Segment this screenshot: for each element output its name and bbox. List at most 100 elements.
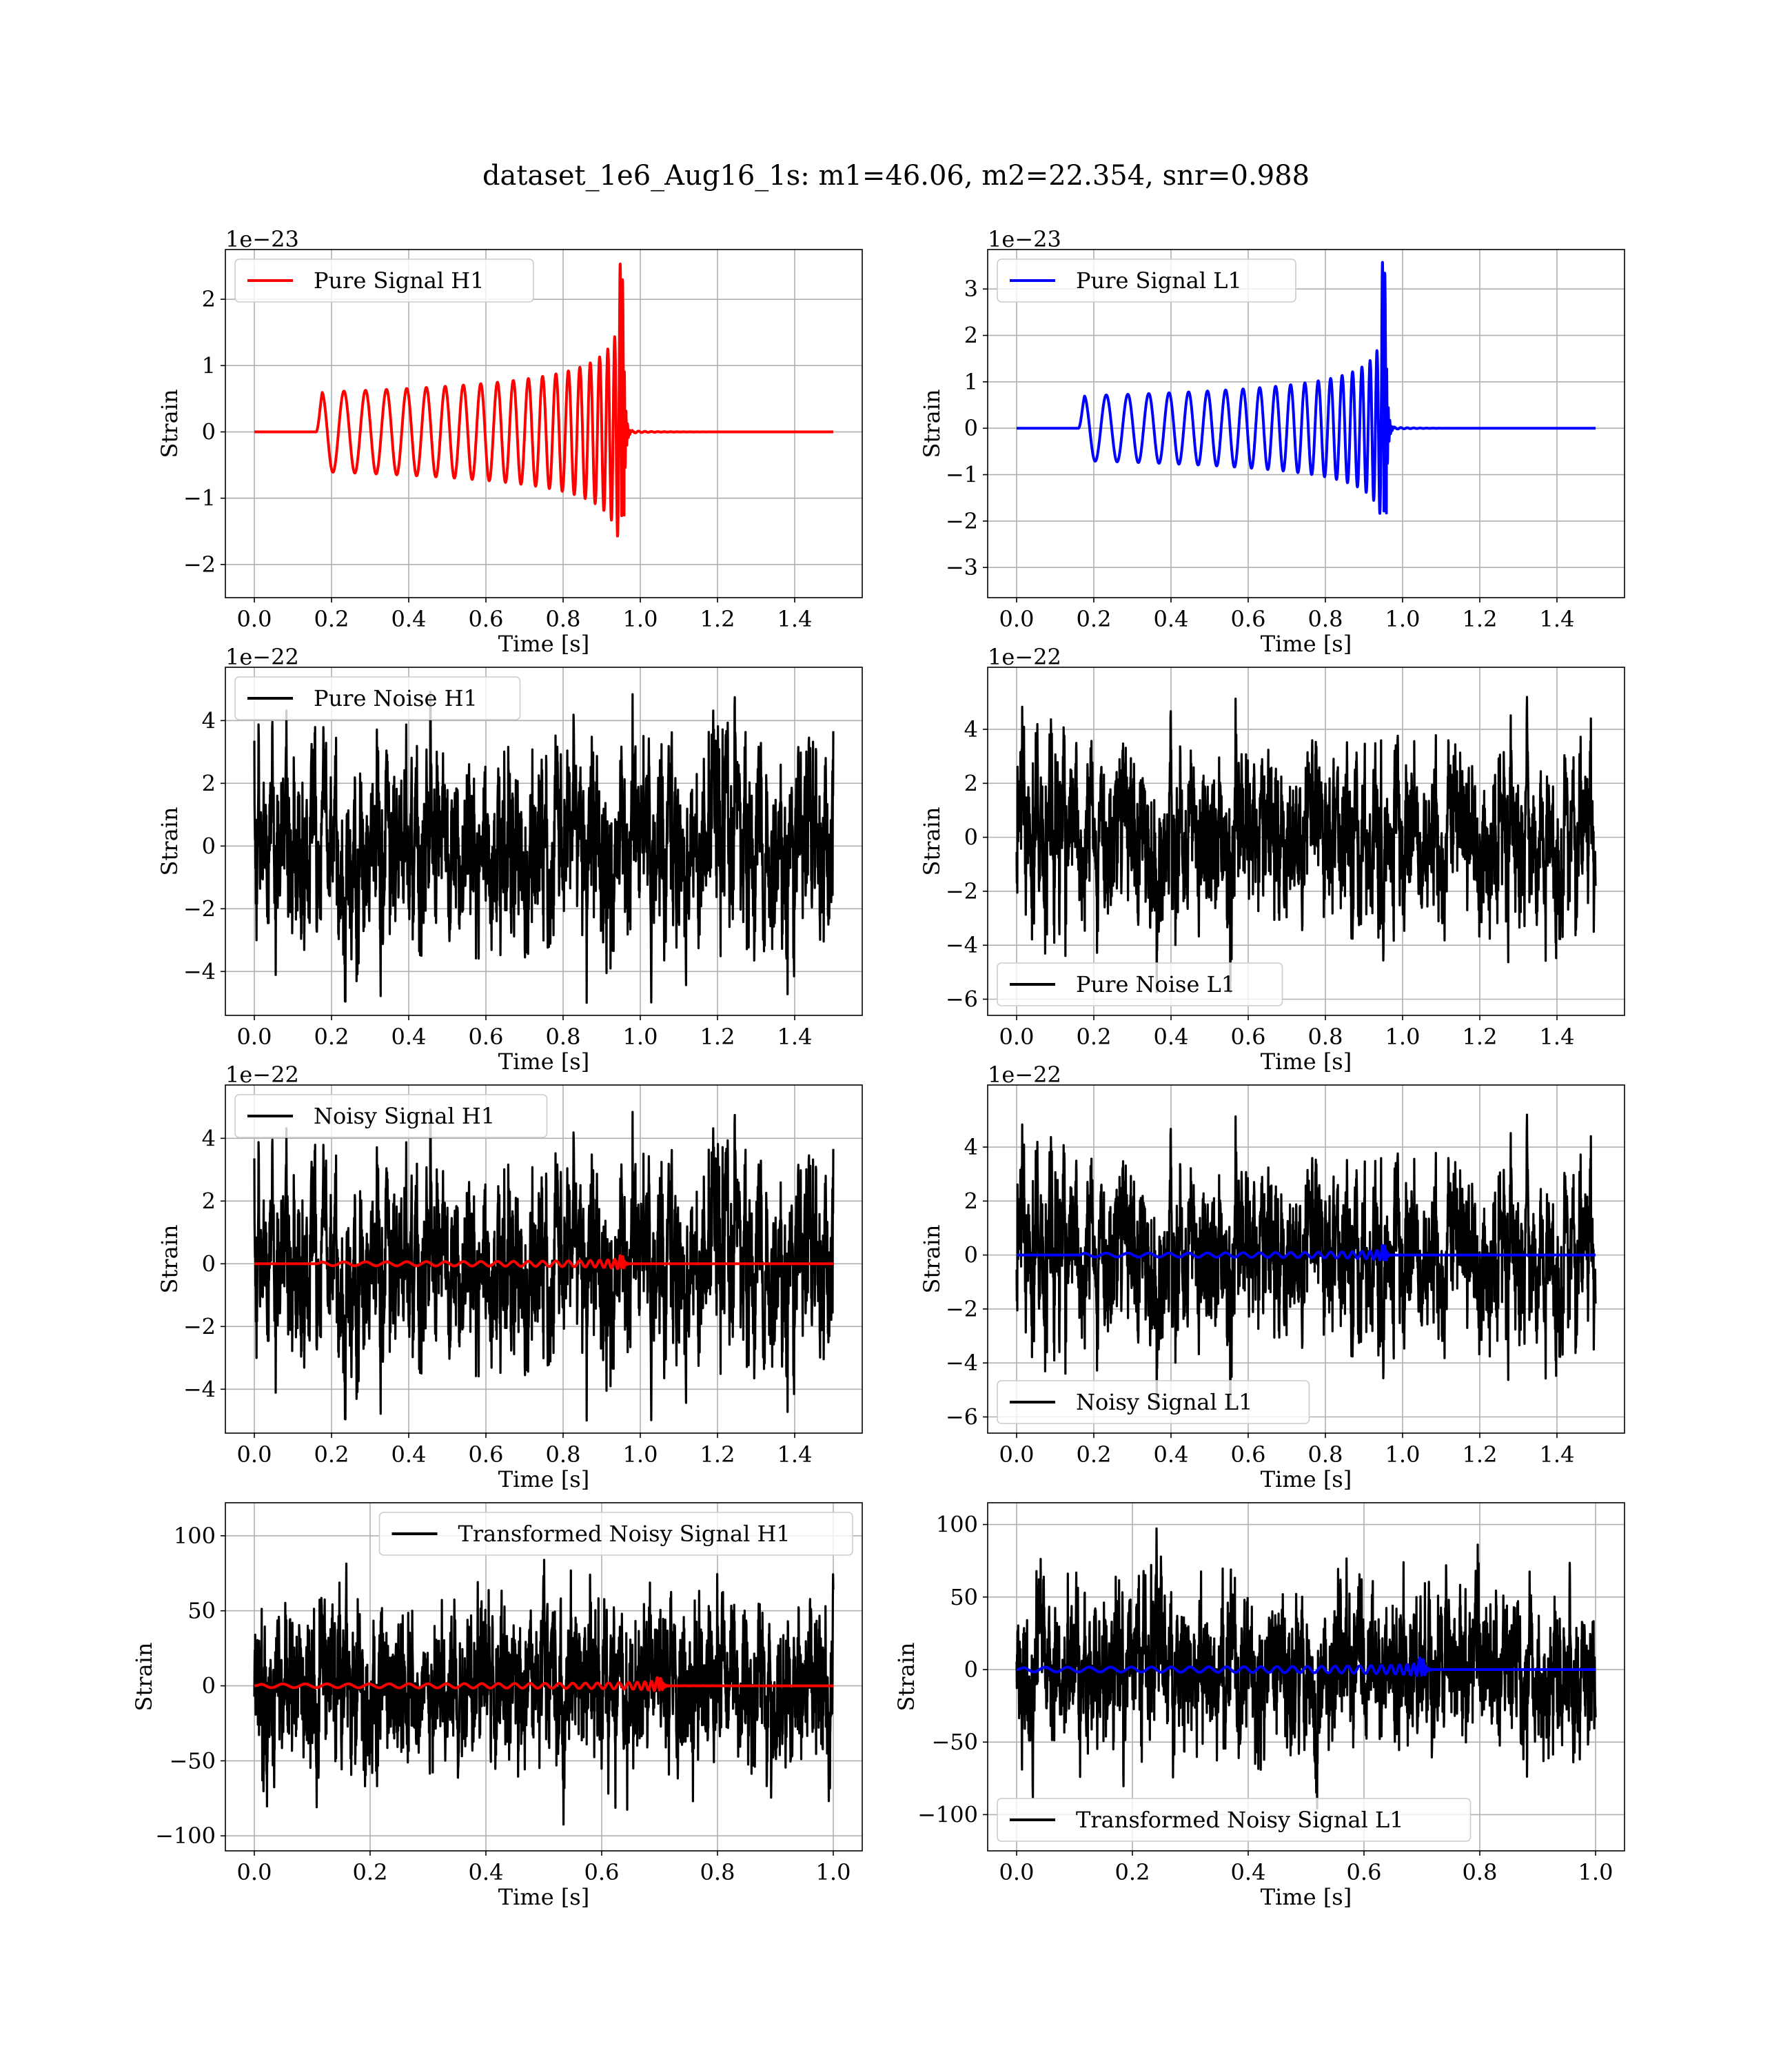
y-tick-label: 2 — [964, 770, 978, 796]
transformed-noisy-signal-h1-plot-area — [253, 1559, 835, 1826]
series-line — [253, 1676, 835, 1692]
y-tick-label: −1 — [183, 485, 216, 511]
x-tick-label: 0.0 — [999, 1441, 1035, 1468]
pure-signal-h1-panel: 0.0 0.2 0.4 0.6 0.8 1.0 1.2 1.4 −2 −1 0 1 2 Time [s] S… — [156, 226, 863, 657]
legend-label: Noisy Signal H1 — [314, 1103, 495, 1129]
x-tick-label: 1.2 — [1463, 606, 1498, 632]
x-tick-label: 0.2 — [314, 1441, 349, 1468]
legend-box — [997, 1798, 1472, 1842]
legend: Noisy Signal L1 — [997, 1380, 1310, 1424]
legend-label: Transformed Noisy Signal H1 — [458, 1521, 791, 1547]
y-axis-label: Strain — [919, 1225, 945, 1294]
x-tick-label: 1.0 — [1385, 1441, 1421, 1468]
series-line — [253, 263, 835, 538]
y-tick-label: 1 — [964, 369, 978, 395]
y-tick-label: −2 — [183, 895, 216, 922]
x-tick-label: 1.0 — [623, 1024, 658, 1050]
x-tick-label: 0.8 — [546, 1441, 581, 1468]
x-tick-label: 0.8 — [1308, 606, 1343, 632]
y-tick-label: 2 — [202, 770, 216, 796]
x-tick-label: 1.4 — [777, 606, 813, 632]
x-tick-label: 0.8 — [1308, 1024, 1343, 1050]
legend-box — [997, 1380, 1310, 1424]
y-tick-label: 0 — [964, 824, 978, 851]
x-tick-label: 1.2 — [1463, 1024, 1498, 1050]
y-tick-label: 100 — [174, 1523, 216, 1549]
x-tick-label: 0.0 — [237, 1859, 272, 1885]
series-line — [253, 690, 835, 1004]
x-tick-label: 0.0 — [999, 606, 1035, 632]
pure-noise-l1-panel: 0.0 0.2 0.4 0.6 0.8 1.0 1.2 1.4 −6 −4 −2 0 2 4 Time [s… — [919, 644, 1625, 1075]
x-axis-label: Time [s] — [498, 1048, 589, 1075]
x-axis-label: Time [s] — [498, 1884, 589, 1910]
legend-label: Transformed Noisy Signal L1 — [1076, 1807, 1404, 1833]
x-tick-label: 1.0 — [1578, 1859, 1613, 1885]
y-tick-label: 50 — [950, 1584, 978, 1610]
figure-title: dataset_1e6_Aug16_1s: m1=46.06, m2=22.35… — [482, 160, 1310, 192]
x-tick-label: 1.2 — [700, 606, 735, 632]
x-tick-label: 1.0 — [623, 1441, 658, 1468]
pure-noise-h1-panel: 0.0 0.2 0.4 0.6 0.8 1.0 1.2 1.4 −4 −2 0 2 4 Time [s] S… — [156, 644, 863, 1075]
x-tick-label: 1.4 — [1540, 1441, 1575, 1468]
y-tick-label: 0 — [964, 415, 978, 441]
axes-frame — [987, 249, 1625, 598]
x-tick-label: 0.4 — [391, 606, 427, 632]
y-tick-label: −50 — [169, 1747, 216, 1774]
y-offset-label: 1e−23 — [225, 226, 299, 252]
legend: Pure Signal L1 — [997, 258, 1296, 303]
axes-frame — [225, 249, 863, 598]
x-tick-label: 1.4 — [777, 1024, 813, 1050]
y-axis-label: Strain — [893, 1643, 919, 1712]
legend: Pure Noise L1 — [997, 962, 1283, 1006]
x-tick-label: 0.6 — [1231, 1441, 1266, 1468]
x-axis-label: Time [s] — [1261, 631, 1352, 657]
y-tick-label: 2 — [964, 1188, 978, 1214]
legend-box — [378, 1512, 853, 1556]
y-tick-label: −1 — [946, 462, 978, 488]
axes-frame — [987, 1084, 1625, 1434]
x-tick-label: 1.4 — [1540, 1024, 1575, 1050]
x-tick-label: 0.6 — [469, 1024, 504, 1050]
y-tick-label: −2 — [183, 551, 216, 578]
y-axis-label: Strain — [156, 807, 183, 876]
axes-frame — [225, 1084, 863, 1434]
y-tick-label: 2 — [202, 1188, 216, 1214]
x-tick-label: 1.2 — [700, 1441, 735, 1468]
y-tick-label: −50 — [931, 1729, 978, 1755]
y-tick-label: 3 — [964, 276, 978, 302]
legend-box — [997, 258, 1296, 303]
transformed-noisy-signal-h1-panel: 0.0 0.2 0.4 0.6 0.8 1.0 −100 −50 0 50 100 Time [s] S… — [131, 1502, 863, 1910]
x-axis-label: Time [s] — [498, 1466, 589, 1492]
legend-box — [234, 676, 521, 720]
y-tick-label: −4 — [946, 1350, 978, 1376]
y-tick-label: −4 — [183, 958, 216, 984]
x-tick-label: 0.4 — [1154, 606, 1189, 632]
y-tick-label: 4 — [964, 716, 978, 742]
y-axis-label: Strain — [919, 807, 945, 876]
axes-frame — [225, 667, 863, 1016]
y-tick-label: 100 — [936, 1512, 978, 1538]
x-tick-label: 0.4 — [391, 1024, 427, 1050]
legend: Transformed Noisy Signal L1 — [997, 1798, 1472, 1842]
y-tick-label: 1 — [202, 352, 216, 378]
x-tick-label: 1.2 — [700, 1024, 735, 1050]
y-offset-label: 1e−23 — [988, 226, 1061, 252]
x-tick-label: 0.0 — [999, 1859, 1035, 1885]
y-tick-label: −6 — [946, 986, 978, 1013]
series-line — [1015, 1113, 1597, 1410]
x-tick-label: 0.2 — [314, 606, 349, 632]
x-tick-label: 1.0 — [1385, 606, 1421, 632]
x-tick-label: 0.0 — [999, 1024, 1035, 1050]
x-tick-label: 0.0 — [237, 1024, 272, 1050]
legend-label: Pure Signal H1 — [314, 267, 485, 294]
x-tick-label: 1.4 — [1540, 606, 1575, 632]
x-tick-label: 0.2 — [1077, 606, 1112, 632]
legend-label: Pure Noise L1 — [1076, 971, 1235, 997]
y-tick-label: −2 — [946, 878, 978, 904]
pure-signal-h1-plot-area — [253, 263, 835, 538]
y-tick-label: 50 — [187, 1598, 216, 1624]
x-axis-label: Time [s] — [1261, 1884, 1352, 1910]
noisy-signal-l1-panel: 0.0 0.2 0.4 0.6 0.8 1.0 1.2 1.4 −6 −4 −2 0 2 4 Time [s… — [919, 1062, 1625, 1492]
y-tick-label: −4 — [183, 1376, 216, 1402]
